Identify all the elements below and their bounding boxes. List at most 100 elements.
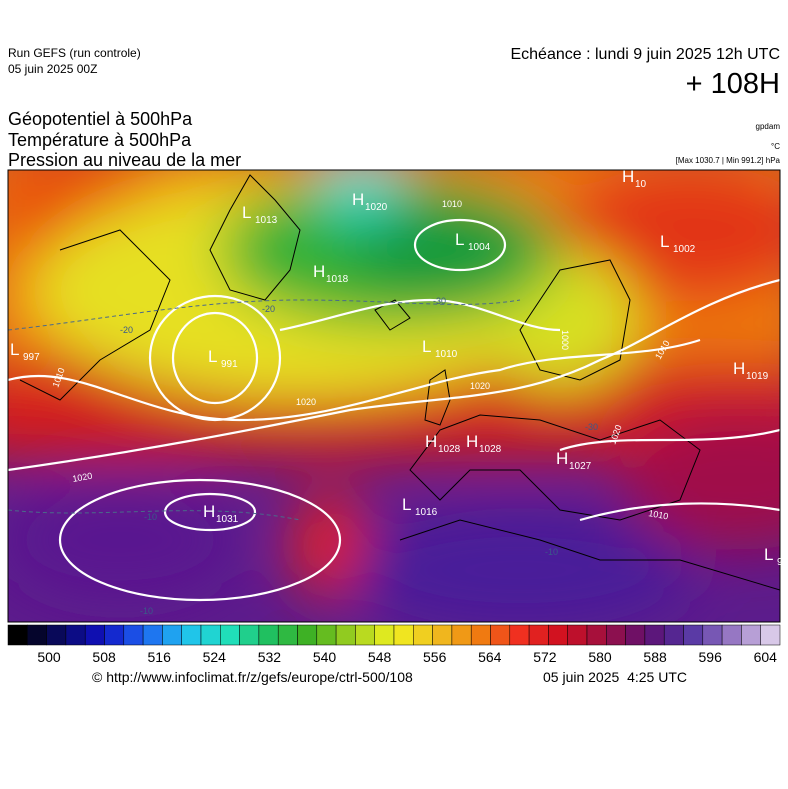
temperature-label: -30 [585, 422, 598, 432]
colorbar-box [760, 624, 781, 646]
temperature-label: -20 [120, 325, 133, 335]
colorbar-box [548, 624, 568, 646]
colorbar-box [277, 624, 298, 646]
temperature-label: -10 [545, 547, 558, 557]
unit: °C [771, 142, 780, 151]
colorbar-box [721, 624, 742, 646]
colorbar-tick-label: 524 [203, 649, 227, 665]
colorbar-box [683, 624, 704, 646]
isobar-label: 1010 [648, 508, 669, 521]
colorbar-box [413, 624, 433, 646]
center-value: 991 [221, 359, 238, 370]
center-value: 1016 [415, 507, 438, 518]
colorbar-box [606, 624, 626, 646]
center-value: 1018 [326, 274, 349, 285]
colorbar-box [297, 624, 318, 646]
colorbar-box [162, 624, 182, 646]
colorbar-tick-label: 564 [478, 649, 502, 665]
isobar-label: 1020 [296, 397, 316, 407]
center-value: 1019 [746, 371, 769, 382]
colorbar-tick-label: 572 [533, 649, 557, 665]
valid-time: Echéance : lundi 9 juin 2025 12h UTC [510, 46, 780, 63]
colorbar-box [470, 624, 491, 646]
center-kind: H [203, 502, 215, 521]
colorbar-box [509, 624, 530, 646]
field-name: Pression au niveau de la mer [8, 150, 242, 170]
colorbar-box [393, 624, 414, 646]
center-value: 1013 [255, 215, 278, 226]
center-value: 1031 [216, 514, 239, 525]
colorbar-box [702, 624, 723, 646]
colorbar-box [27, 624, 47, 646]
colorbar-box [625, 624, 646, 646]
colorbar-box [741, 624, 761, 646]
isobar-label: 1000 [560, 330, 570, 350]
colorbar-tick-label: 580 [588, 649, 612, 665]
center-value: 1020 [365, 202, 388, 213]
center-value: 10 [635, 179, 647, 190]
source: © http://www.infoclimat.fr/z/gefs/europe… [92, 669, 413, 685]
colorbar-tick-label: 548 [368, 649, 392, 665]
temperature-label: -30 [433, 296, 446, 306]
center-kind: L [208, 347, 217, 366]
center-kind: H [466, 432, 478, 451]
colorbar-box [335, 624, 356, 646]
colorbar-tick-label: 596 [699, 649, 723, 665]
colorbar-tick-label: 500 [37, 649, 61, 665]
center-value: 1028 [438, 444, 461, 455]
colorbar-box [200, 624, 221, 646]
colorbar-box [84, 624, 105, 646]
center-value: 9 [777, 557, 783, 568]
temperature-label: -10 [144, 512, 157, 522]
center-kind: L [764, 545, 773, 564]
center-value: 1027 [569, 461, 592, 472]
colorbar-box [528, 624, 549, 646]
colorbar-box [490, 624, 511, 646]
colorbar-tick-label: 508 [92, 649, 116, 665]
center-value: 1002 [673, 244, 696, 255]
temperature-label: -20 [262, 304, 275, 314]
colorbar-box [451, 624, 472, 646]
center-kind: L [660, 232, 669, 251]
isobar-label: 1020 [72, 471, 93, 484]
colorbar-box [355, 624, 375, 646]
colorbar-box [586, 624, 607, 646]
lead-time: + 108H [685, 68, 780, 100]
colorbar-tick-label: 604 [754, 649, 778, 665]
colorbar-tick-label: 588 [643, 649, 667, 665]
unit: gpdam [755, 122, 780, 131]
colorbar-box [663, 624, 684, 646]
center-kind: H [425, 432, 437, 451]
colorbar-tick-label: 540 [313, 649, 337, 665]
isobar-label: 1020 [470, 381, 490, 391]
temperature-label: -10 [140, 606, 153, 616]
colorbar-box [432, 624, 453, 646]
field-name: Géopotentiel à 500hPa [8, 109, 193, 129]
colorbar-tick-label: 532 [258, 649, 282, 665]
colorbar-tick-label: 516 [148, 649, 172, 665]
field [8, 170, 780, 622]
colorbar-box [374, 624, 395, 646]
center-kind: H [556, 449, 568, 468]
center-kind: L [402, 495, 411, 514]
colorbar-box [258, 624, 279, 646]
center-kind: H [733, 359, 745, 378]
center-value: 1004 [468, 242, 491, 253]
center-value: 997 [23, 352, 40, 363]
colorbar-box [220, 624, 240, 646]
center-value: 1028 [479, 444, 502, 455]
colorbar-tick-label: 556 [423, 649, 447, 665]
colorbar-box [123, 624, 144, 646]
isobar-label: 1010 [442, 199, 462, 209]
colorbar-box [7, 624, 28, 646]
issued: 05 juin 2025 4:25 UTC [543, 669, 687, 685]
center-kind: L [422, 337, 431, 356]
colorbar-box [316, 624, 337, 646]
center-value: 1010 [435, 349, 458, 360]
run-name: Run GEFS (run controle) [8, 46, 141, 60]
center-kind: H [622, 167, 634, 186]
center-kind: L [10, 340, 19, 359]
center-kind: L [455, 230, 464, 249]
field-name: Température à 500hPa [8, 130, 192, 150]
